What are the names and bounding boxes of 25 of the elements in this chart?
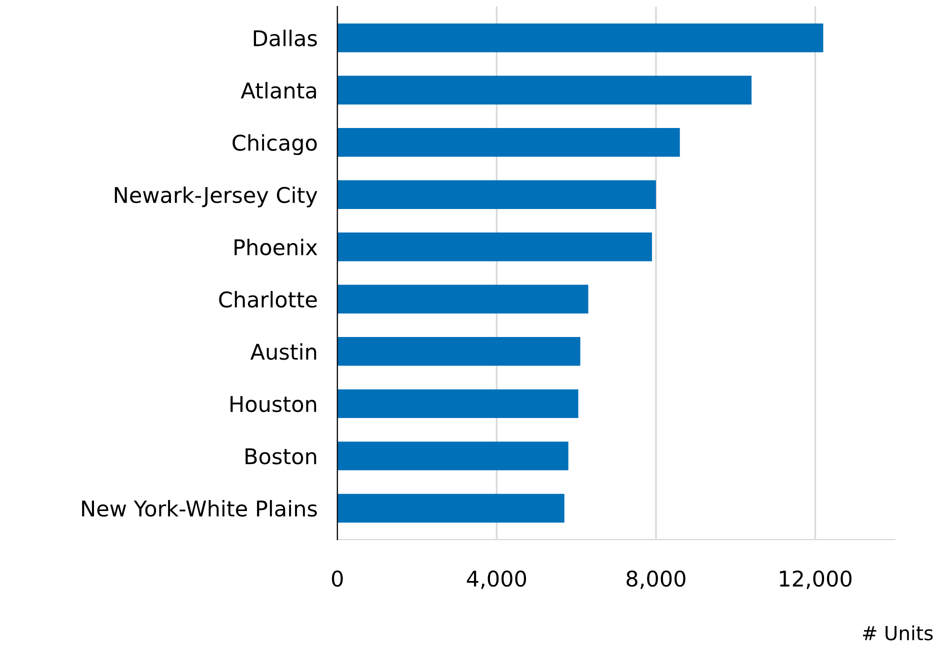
y-tick-label: Newark-Jersey City [114, 186, 318, 208]
bar [337, 76, 752, 105]
y-tick-label: Atlanta [240, 82, 316, 99]
x-axis-title: # Units [862, 625, 933, 640]
bar [337, 284, 588, 314]
x-tick-label: 12,000 [780, 570, 852, 589]
y-tick-label: Chicago [232, 134, 317, 156]
y-tick-label: Dallas [254, 30, 317, 46]
bar [337, 180, 656, 210]
y-tick-label: Charlotte [219, 290, 317, 308]
bar [337, 128, 680, 157]
x-tick-label: 0 [332, 570, 343, 587]
bar [337, 232, 652, 262]
bar [337, 337, 580, 366]
x-tick-label: 8,000 [626, 570, 686, 589]
bar [337, 389, 578, 418]
x-tick-label: 4,000 [466, 570, 526, 589]
y-tick-label: Phoenix [234, 238, 318, 256]
y-tick-label: Austin [250, 343, 316, 360]
y-tick-label: New York-White Plains [82, 500, 317, 517]
bar [337, 442, 568, 470]
bar [337, 494, 564, 523]
y-tick-label: Houston [230, 396, 316, 412]
bar [337, 24, 824, 52]
y-tick-label: Boston [246, 448, 316, 464]
